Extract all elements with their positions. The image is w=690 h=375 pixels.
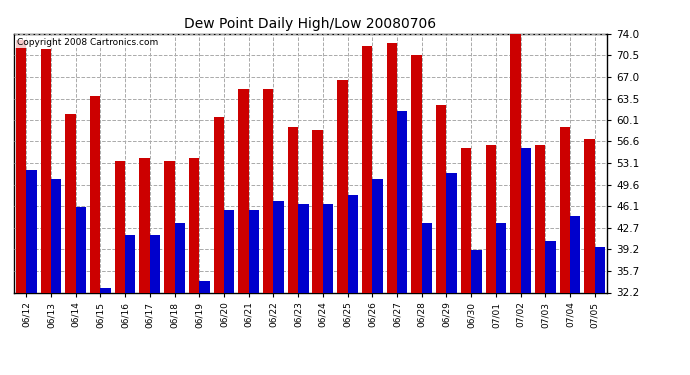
- Bar: [100, 288, 110, 292]
- Bar: [570, 216, 580, 292]
- Bar: [26, 170, 37, 292]
- Bar: [411, 56, 422, 292]
- Bar: [139, 158, 150, 292]
- Bar: [189, 158, 199, 292]
- Bar: [115, 160, 125, 292]
- Bar: [545, 241, 555, 292]
- Bar: [76, 207, 86, 292]
- Bar: [248, 210, 259, 292]
- Bar: [511, 27, 521, 292]
- Bar: [150, 235, 160, 292]
- Bar: [175, 222, 185, 292]
- Bar: [224, 210, 235, 292]
- Bar: [397, 111, 407, 292]
- Bar: [337, 80, 348, 292]
- Bar: [422, 222, 432, 292]
- Bar: [288, 127, 298, 292]
- Bar: [535, 145, 545, 292]
- Bar: [560, 127, 570, 292]
- Bar: [90, 96, 100, 292]
- Bar: [595, 247, 605, 292]
- Bar: [486, 145, 496, 292]
- Text: Copyright 2008 Cartronics.com: Copyright 2008 Cartronics.com: [17, 38, 158, 46]
- Bar: [164, 160, 175, 292]
- Bar: [313, 130, 323, 292]
- Bar: [496, 222, 506, 292]
- Bar: [214, 117, 224, 292]
- Bar: [323, 204, 333, 292]
- Bar: [41, 49, 51, 292]
- Bar: [273, 201, 284, 292]
- Bar: [238, 90, 248, 292]
- Bar: [584, 139, 595, 292]
- Bar: [373, 179, 383, 292]
- Bar: [461, 148, 471, 292]
- Bar: [386, 43, 397, 292]
- Bar: [66, 114, 76, 292]
- Bar: [298, 204, 308, 292]
- Bar: [125, 235, 135, 292]
- Bar: [521, 148, 531, 292]
- Bar: [199, 281, 210, 292]
- Bar: [436, 105, 446, 292]
- Bar: [348, 195, 358, 292]
- Bar: [362, 46, 373, 292]
- Bar: [16, 40, 26, 292]
- Bar: [263, 90, 273, 292]
- Bar: [51, 179, 61, 292]
- Title: Dew Point Daily High/Low 20080706: Dew Point Daily High/Low 20080706: [184, 17, 437, 31]
- Bar: [446, 173, 457, 292]
- Bar: [471, 251, 482, 292]
